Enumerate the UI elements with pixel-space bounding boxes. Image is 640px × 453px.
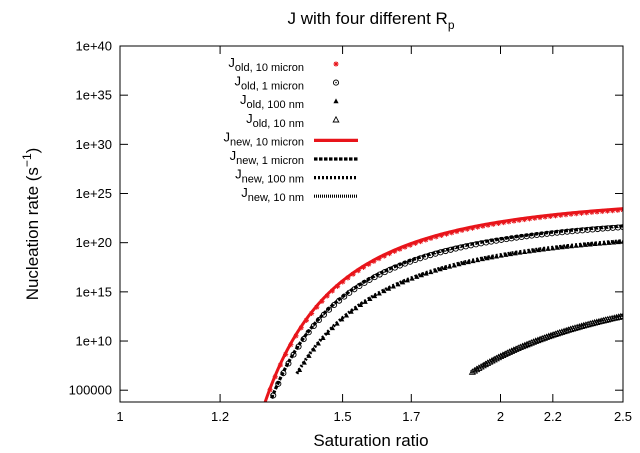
legend-entry: Jnew, 10 micron <box>224 129 358 148</box>
data-point <box>512 250 518 256</box>
data-series <box>263 207 623 402</box>
x-tick-label: 1.7 <box>402 409 420 424</box>
legend-entry: Jold, 100 nm <box>240 92 339 111</box>
legend-label: Jold, 10 nm <box>246 111 304 130</box>
series-5 <box>263 207 623 402</box>
plot-frame <box>119 45 624 403</box>
legend-label: Jold, 1 micron <box>235 74 304 93</box>
data-point <box>465 259 471 265</box>
x-tick-label: 2 <box>497 409 504 424</box>
data-point <box>534 336 542 344</box>
data-point <box>540 246 546 252</box>
legend-label: Jnew, 10 nm <box>241 185 304 204</box>
y-tick-label: 1e+15 <box>75 284 112 299</box>
data-point <box>510 346 518 353</box>
chart-title: J with four different Rp <box>287 9 454 32</box>
series-line <box>263 207 623 402</box>
data-point <box>582 242 589 247</box>
x-tick-label: 2.2 <box>544 409 562 424</box>
legend-marker <box>333 61 339 67</box>
data-point <box>615 313 623 320</box>
y-axis-label: Nucleation rate (s−1) <box>20 148 42 301</box>
series-line <box>295 239 623 375</box>
data-point <box>562 326 570 334</box>
legend-label: Jnew, 10 micron <box>224 129 304 148</box>
legend-label: Jold, 10 micron <box>228 55 304 74</box>
series-8 <box>470 313 623 374</box>
data-point <box>615 239 621 245</box>
data-point <box>559 244 565 250</box>
series-3 <box>296 238 623 373</box>
x-tick-label: 1.5 <box>334 409 352 424</box>
data-point <box>580 321 588 329</box>
data-point <box>554 245 560 250</box>
legend-entry: Jnew, 100 nm <box>235 167 358 186</box>
y-tick-label: 1e+20 <box>75 235 112 250</box>
data-point <box>595 317 603 325</box>
series-line <box>470 313 623 374</box>
data-point <box>592 241 598 247</box>
x-tick-label: 1 <box>116 409 123 424</box>
legend-marker <box>332 79 340 86</box>
legend-entry: Jold, 10 micron <box>228 55 339 74</box>
y-tick-label: 1e+40 <box>75 39 112 54</box>
data-point <box>620 238 623 244</box>
data-point <box>521 341 529 349</box>
axis-ticks: 1 1.2 1.5 1.7 2 2.2 2.5 100000 1e+10 1e+15 1e+20 1e… <box>69 39 632 425</box>
legend-entry: Jnew, 10 nm <box>241 185 358 204</box>
data-point <box>611 239 617 245</box>
x-tick-label: 2.5 <box>614 409 632 424</box>
y-tick-label: 100000 <box>69 383 112 398</box>
legend-label: Jnew, 100 nm <box>235 167 304 186</box>
data-point <box>442 265 448 270</box>
x-axis-label: Saturation ratio <box>313 431 428 450</box>
data-point <box>549 331 557 338</box>
data-point <box>564 243 570 249</box>
data-point <box>587 241 593 247</box>
series-line <box>270 224 623 399</box>
legend-entry: Jold, 10 nm <box>246 111 340 130</box>
legend-entry: Jold, 1 micron <box>235 74 340 93</box>
legend-marker <box>332 115 340 123</box>
data-point <box>577 322 586 330</box>
data-point <box>547 331 555 339</box>
data-point <box>612 313 621 321</box>
legend-label: Jold, 100 nm <box>240 92 304 111</box>
series-6 <box>270 224 623 399</box>
data-point <box>523 340 531 348</box>
series-4 <box>468 312 623 375</box>
legend-label: Jnew, 1 micron <box>230 148 304 167</box>
y-tick-label: 1e+30 <box>75 137 112 152</box>
legend-marker <box>333 98 339 104</box>
legend-entry: Jnew, 1 micron <box>230 148 358 167</box>
data-point <box>619 312 623 319</box>
y-tick-label: 1e+35 <box>75 88 112 103</box>
series-7 <box>295 239 623 375</box>
data-point <box>536 247 542 253</box>
y-tick-label: 1e+25 <box>75 186 112 201</box>
y-tick-label: 1e+10 <box>75 334 112 349</box>
data-point <box>489 254 495 260</box>
x-tick-label: 1.2 <box>211 409 229 424</box>
